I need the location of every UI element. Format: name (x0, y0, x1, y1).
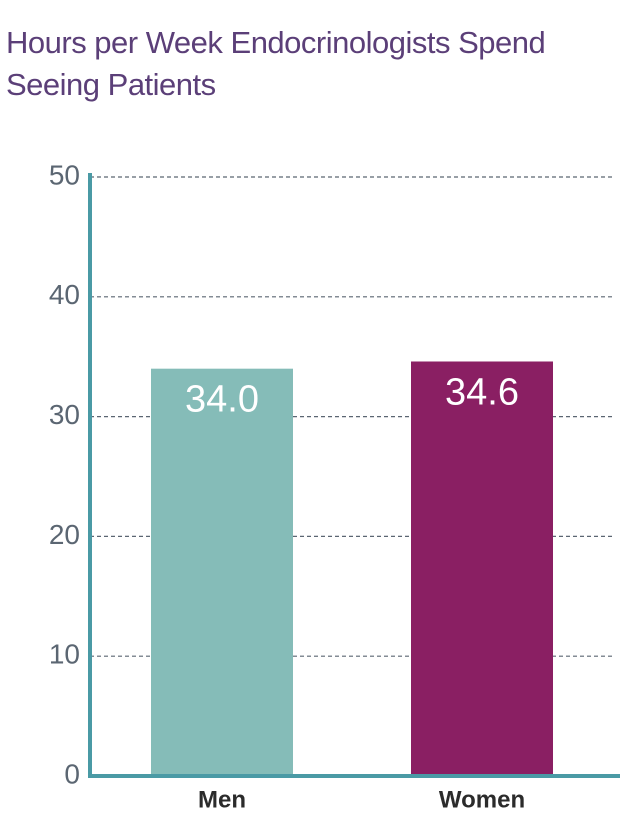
y-tick-label: 40 (49, 279, 80, 310)
x-tick-label: Women (439, 786, 525, 813)
y-tick-label: 20 (49, 519, 80, 550)
y-tick-label: 10 (49, 639, 80, 670)
bar (151, 368, 293, 776)
value-label: 34.0 (185, 379, 259, 421)
bar (411, 361, 553, 776)
y-tick-label: 0 (64, 758, 80, 789)
y-tick-label: 30 (49, 399, 80, 430)
y-tick-label: 50 (49, 159, 80, 190)
chart-title: Hours per Week Endocrinologists Spend Se… (6, 25, 546, 102)
value-label: 34.6 (445, 372, 519, 414)
x-tick-label: Men (198, 786, 246, 813)
